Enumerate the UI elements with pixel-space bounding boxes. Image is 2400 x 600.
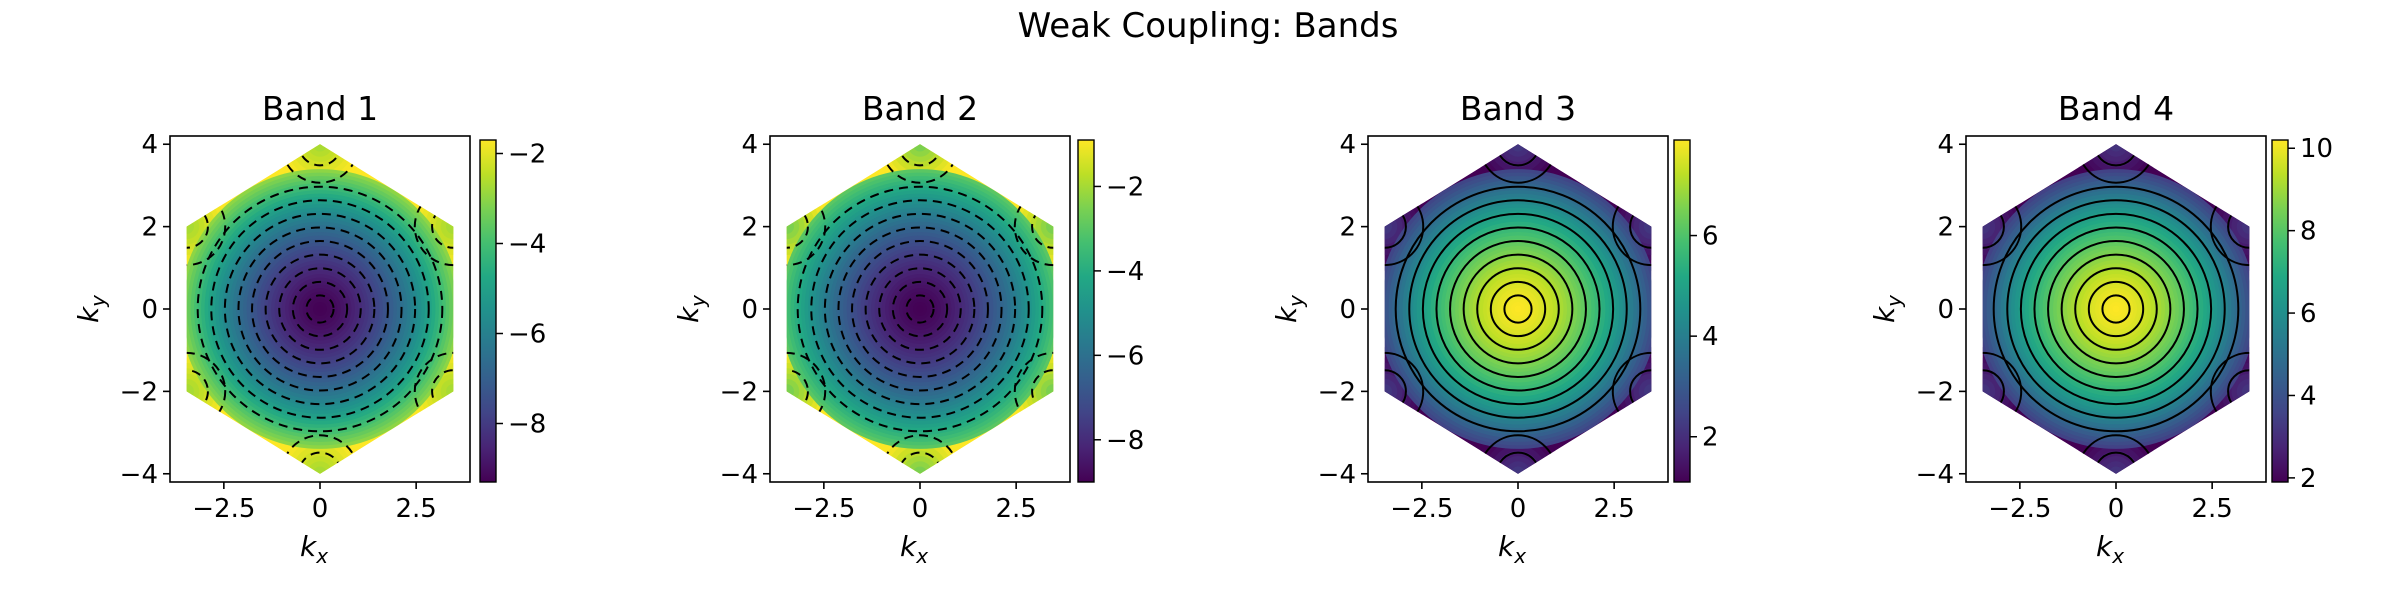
band-4-colorbar-tick-label: 6 [2300,299,2317,329]
band-3-colorbar [1673,139,1691,483]
band-4-colorbar [2271,139,2289,483]
band-3-x-label: kx [1498,530,1526,568]
band-2-x-tick-label: 2.5 [995,494,1036,524]
band-3-contours [1384,144,1652,474]
band-1-title: Band 1 [262,89,378,128]
band-3-y-label: ky [1270,294,1308,323]
band-4-x-tick-label: 2.5 [2191,494,2232,524]
band-4-colorbar-tick-label: 10 [2300,134,2333,164]
band-4-y-tick-label: 0 [1937,295,1954,325]
band-4-panel: −2.5 0 2.5 −4 −2 0 2 4 Band 4 kx ky 2 4 6 8 10 [1868,89,2333,568]
band-3-x-tick-label: −2.5 [1390,494,1453,524]
band-2-y-tick-label: 2 [741,213,758,243]
band-1-y-tick-label: 4 [141,130,158,160]
band-1-colorbar-tick-label: −4 [508,230,546,260]
band-1-y-tick-label: −4 [120,460,158,490]
band-3-colorbar-tick-label: 6 [1702,222,1719,252]
band-4-colorbar-tick-label: 4 [2300,381,2317,411]
band-3-x-tick-label: 2.5 [1593,494,1634,524]
band-3-y-tick-label: 2 [1339,213,1356,243]
band-3-field [1384,144,1652,474]
band-1-y-tick-label: 2 [141,213,158,243]
band-2-x-label: kx [900,530,928,568]
band-2-colorbar-tick-label: −4 [1106,257,1144,287]
band-4-x-label: kx [2096,530,2124,568]
band-1-y-tick-label: −2 [120,377,158,407]
band-2-panel: −2.5 0 2.5 −4 −2 0 2 4 Band 2 kx ky −8 −6 −4 −2 [672,89,1144,568]
band-4-contours [1982,144,2250,474]
band-4-field [1982,144,2250,474]
figure-title: Weak Coupling: Bands [1018,6,1399,46]
band-1-colorbar-tick-label: −6 [508,320,546,350]
band-2-field [786,144,1054,474]
band-4-y-tick-label: −4 [1916,460,1954,490]
band-2-x-tick-label: −2.5 [792,494,855,524]
band-3-y-tick-label: −2 [1318,377,1356,407]
band-2-colorbar [1077,139,1095,483]
band-4-colorbar-tick-label: 2 [2300,464,2317,494]
band-2-title: Band 2 [862,89,978,128]
band-2-y-tick-label: 4 [741,130,758,160]
band-2-colorbar-tick-label: −6 [1106,341,1144,371]
band-1-x-tick-label: −2.5 [192,494,255,524]
band-2-y-tick-label: −4 [720,460,758,490]
band-3-y-tick-label: 0 [1339,295,1356,325]
band-1-y-label: ky [72,294,110,323]
band-1-colorbar-tick-label: −8 [508,410,546,440]
band-1-x-tick-label: 2.5 [395,494,436,524]
band-1-y-tick-label: 0 [141,295,158,325]
band-4-y-tick-label: 4 [1937,130,1954,160]
band-1-x-tick-label: 0 [312,494,329,524]
band-4-y-tick-label: −2 [1916,377,1954,407]
band-2-y-label: ky [672,294,710,323]
band-3-y-tick-label: −4 [1318,460,1356,490]
band-3-panel: −2.5 0 2.5 −4 −2 0 2 4 Band 3 kx ky 2 4 6 [1270,89,1719,568]
band-2-y-tick-label: −2 [720,377,758,407]
band-3-y-tick-label: 4 [1339,130,1356,160]
band-4-x-tick-label: −2.5 [1988,494,2051,524]
band-2-colorbar-tick-label: −2 [1106,172,1144,202]
band-3-colorbar-tick-label: 4 [1702,322,1719,352]
band-1-colorbar [479,139,497,483]
band-1-x-label: kx [300,530,328,568]
band-4-x-tick-label: 0 [2108,494,2125,524]
band-4-title: Band 4 [2058,89,2174,128]
band-1-contours [186,144,454,474]
band-3-x-tick-label: 0 [1510,494,1527,524]
band-4-y-tick-label: 2 [1937,213,1954,243]
band-2-colorbar-tick-label: −8 [1106,426,1144,456]
band-2-x-tick-label: 0 [912,494,929,524]
band-1-colorbar-tick-label: −2 [508,140,546,170]
band-1-panel: −2.5 0 2.5 −4 −2 0 2 4 Band 1 kx ky −8 −6 −4 −2 [72,89,546,568]
band-3-colorbar-tick-label: 2 [1702,423,1719,453]
band-2-y-tick-label: 0 [741,295,758,325]
band-4-colorbar-tick-label: 8 [2300,217,2317,247]
band-4-y-label: ky [1868,294,1906,323]
band-3-title: Band 3 [1460,89,1576,128]
band-1-field [186,144,454,474]
